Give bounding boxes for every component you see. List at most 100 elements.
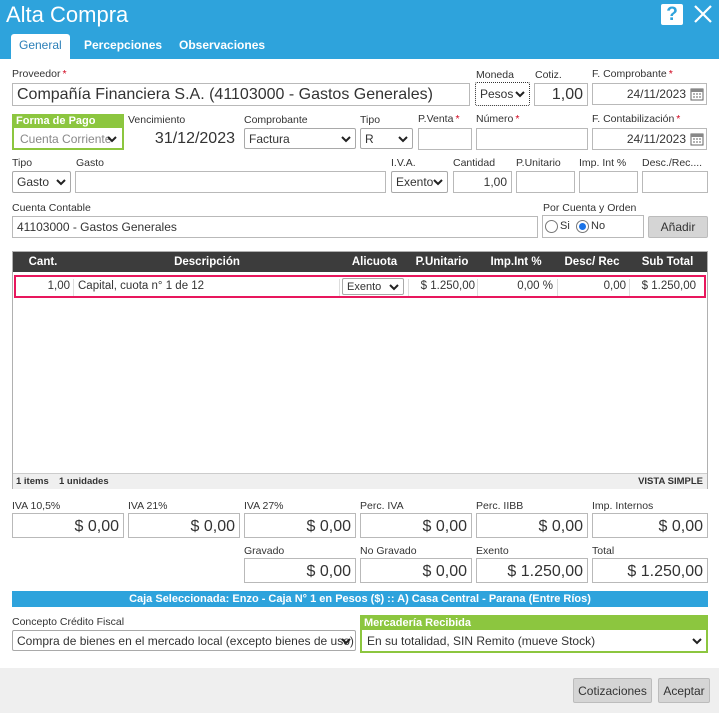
total-label: Total [592,545,615,557]
table-row[interactable]: 1,00 Capital, cuota n° 1 de 12 Exento $ … [14,275,706,298]
comprobante-select[interactable]: Factura [244,128,356,149]
col-descrec[interactable]: Desc/ Rec [564,256,620,268]
calendar-icon[interactable] [690,87,704,101]
bottom-bar: Cotizaciones Aceptar [0,668,719,713]
item-tipo-select[interactable]: Gasto [12,171,71,193]
cantidad-label: Cantidad [453,157,496,169]
cotizaciones-button[interactable]: Cotizaciones [573,678,652,703]
iva-label: I.V.A. [391,157,416,169]
row-subtotal: $ 1.250,00 [641,280,696,292]
cotiz-label: Cotiz. [535,69,562,81]
help-icon[interactable]: ? [661,4,683,25]
concepto-select[interactable]: Compra de bienes en el mercado local (ex… [12,630,356,651]
punitario-label: P.Unitario [516,157,561,169]
caja-banner: Caja Seleccionada: Enzo - Caja N° 1 en P… [12,591,708,607]
comprobante-label: Comprobante [244,114,308,126]
fecha-contabilizacion-label: F. Contabilización * [592,113,681,125]
perc-iva-label: Perc. IVA [360,500,404,512]
col-alicuota[interactable]: Alicuota [351,256,398,268]
tipo-comprobante-select[interactable]: R [360,128,413,149]
gravado-label: Gravado [244,545,285,557]
total-value: $ 1.250,00 [592,558,708,583]
moneda-label: Moneda [476,69,514,81]
row-alicuota-select[interactable]: Exento [342,278,404,295]
vencimiento-input[interactable]: 31/12/2023 [127,128,240,150]
iva105-label: IVA 10,5% [12,500,61,512]
column-divider [339,279,340,296]
footer-units: 1 unidades [59,476,109,487]
iva-select[interactable]: Exento [391,171,448,193]
tab-general[interactable]: General [11,34,70,59]
fecha-comprobante-value: 24/11/2023 [626,87,686,101]
row-punitario: $ 1.250,00 [420,280,475,292]
impint-input[interactable] [579,171,638,193]
exento-value: $ 1.250,00 [476,558,588,583]
proveedor-input[interactable]: Compañía Financiera S.A. (41103000 - Gas… [12,83,470,106]
calendar-icon[interactable] [690,132,704,146]
tipo-comprobante-value: R [365,131,374,146]
col-descripcion[interactable]: Descripción [174,256,240,268]
por-cuenta-orden-no-radio[interactable] [576,220,589,233]
close-icon[interactable] [692,3,714,25]
pventa-input[interactable] [418,128,472,150]
col-impint[interactable]: Imp.Int % [490,256,542,268]
perc-iibb-label: Perc. IIBB [476,500,524,512]
row-alicuota-value: Exento [347,280,382,293]
descrec-label: Desc./Rec.... [642,157,703,169]
chevron-down-icon [515,91,525,98]
vista-simple-toggle[interactable]: VISTA SIMPLE [638,476,703,487]
window-title: Alta Compra [6,2,129,27]
forma-pago-label: Forma de Pago [12,114,124,128]
items-grid: Cant. Descripción Alicuota P.Unitario Im… [12,251,708,489]
add-button[interactable]: Añadir [648,216,708,238]
cuenta-contable-label: Cuenta Contable [12,202,91,214]
gravado-value: $ 0,00 [244,558,356,583]
iva27-value: $ 0,00 [244,513,356,538]
no-gravado-value: $ 0,00 [360,558,472,583]
tab-observaciones[interactable]: Observaciones [179,38,266,52]
moneda-value: Pesos [480,87,514,101]
por-cuenta-orden-si-radio[interactable] [545,220,558,233]
row-descripcion: Capital, cuota n° 1 de 12 [78,280,205,292]
por-cuenta-orden-group [542,215,644,238]
punitario-input[interactable] [516,171,575,193]
comprobante-value: Factura [249,131,290,146]
chevron-down-icon [389,283,399,290]
column-divider [408,279,409,296]
por-cuenta-orden-no-label: No [591,220,606,232]
item-tipo-value: Gasto [17,175,50,189]
fecha-contabilizacion-input[interactable]: 24/11/2023 [592,128,707,150]
row-cant: 1,00 [47,280,70,292]
chevron-down-icon [56,179,66,186]
cotiz-input[interactable]: 1,00 [534,83,588,106]
aceptar-button[interactable]: Aceptar [658,678,710,703]
col-subtotal[interactable]: Sub Total [641,256,694,268]
cuenta-contable-input[interactable]: 41103000 - Gastos Generales [12,216,538,238]
fecha-comprobante-label: F. Comprobante * [592,68,673,80]
moneda-select[interactable]: Pesos [475,82,530,106]
chevron-down-icon [692,638,702,645]
chevron-down-icon [433,179,443,186]
forma-pago-value: Cuenta Corriente [20,131,112,146]
tab-percepciones[interactable]: Percepciones [84,38,163,52]
col-cant[interactable]: Cant. [28,256,58,268]
grid-footer: 1 items 1 unidades VISTA SIMPLE [13,473,707,489]
iva105-value: $ 0,00 [12,513,124,538]
por-cuenta-orden-label: Por Cuenta y Orden [543,202,637,214]
forma-pago-select[interactable]: Cuenta Corriente [16,129,121,148]
mercaderia-select[interactable]: En su totalidad, SIN Remito (mueve Stock… [363,631,706,651]
numero-input[interactable] [476,128,588,150]
gasto-label: Gasto [76,157,105,169]
footer-items: 1 items [16,476,49,487]
exento-label: Exento [476,545,509,557]
iva21-value: $ 0,00 [128,513,240,538]
fecha-comprobante-input[interactable]: 24/11/2023 [592,83,707,105]
concepto-label: Concepto Crédito Fiscal [12,616,125,628]
cantidad-input[interactable]: 1,00 [453,171,512,193]
por-cuenta-orden-si-label: Si [560,220,570,232]
col-punitario[interactable]: P.Unitario [415,256,469,268]
row-descrec: 0,00 [603,280,626,292]
descrec-input[interactable] [642,171,708,193]
column-divider [557,279,558,296]
gasto-input[interactable] [75,171,386,193]
